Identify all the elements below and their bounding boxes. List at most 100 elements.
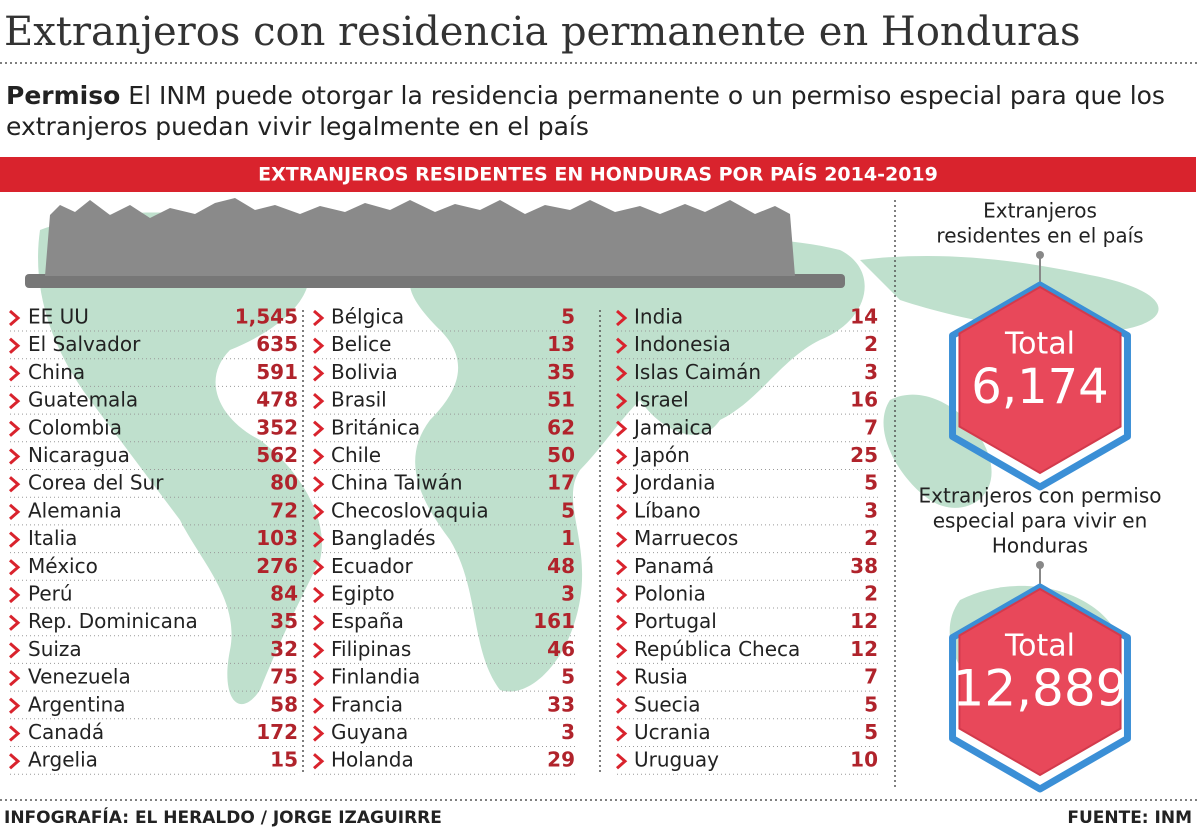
row-arrow [9, 420, 21, 437]
row-arrow [9, 476, 21, 493]
country-name: Holanda [331, 748, 414, 772]
country-value: 38 [850, 554, 878, 578]
title: Extranjeros con residencia permanente en… [4, 9, 1081, 55]
country-value: 1 [561, 526, 575, 550]
country-value: 72 [270, 498, 298, 522]
country-name: República Checa [634, 637, 800, 661]
country-name: Nicaragua [28, 443, 130, 467]
row-arrow [616, 476, 628, 493]
country-value: 5 [561, 305, 575, 329]
country-value: 352 [256, 415, 298, 439]
country-value: 32 [270, 637, 298, 661]
country-value: 15 [270, 748, 298, 772]
country-name: Belice [331, 332, 391, 356]
row-arrow [9, 365, 21, 382]
country-value: 12 [850, 609, 878, 633]
banner-text: EXTRANJEROS RESIDENTES EN HONDURAS POR P… [258, 163, 938, 186]
country-value: 51 [547, 388, 575, 412]
country-name: Islas Caimán [634, 360, 761, 384]
country-name: Filipinas [331, 637, 411, 661]
connector-dot [1036, 561, 1044, 569]
country-name: Perú [28, 582, 73, 606]
row-arrow [313, 365, 325, 382]
country-value: 16 [850, 388, 878, 412]
country-name: India [634, 305, 683, 329]
country-value: 7 [864, 415, 878, 439]
country-name: Líbano [634, 498, 701, 522]
total-label: Honduras [992, 534, 1088, 558]
country-value: 7 [864, 665, 878, 689]
country-name: Italia [28, 526, 77, 550]
country-name: Portugal [634, 609, 717, 633]
row-arrow [313, 753, 325, 770]
row-arrow [616, 725, 628, 742]
country-value: 2 [864, 582, 878, 606]
total-label: Extranjeros con permiso [919, 484, 1162, 508]
country-name: Alemania [28, 498, 122, 522]
country-value: 103 [256, 526, 298, 550]
country-value: 3 [864, 360, 878, 384]
lead-bold: Permiso [6, 81, 120, 110]
country-value: 14 [850, 305, 878, 329]
country-value: 172 [256, 720, 298, 744]
country-value: 29 [547, 748, 575, 772]
total-label: Extranjeros [983, 199, 1097, 223]
country-value: 5 [864, 720, 878, 744]
row-arrow [9, 448, 21, 465]
row-arrow [9, 337, 21, 354]
country-value: 2 [864, 332, 878, 356]
country-name: Ucrania [634, 720, 711, 744]
total-word: Total [1004, 327, 1075, 362]
country-value: 635 [256, 332, 298, 356]
row-arrow [313, 669, 325, 687]
country-value: 3 [864, 498, 878, 522]
country-name: Argelia [28, 748, 98, 772]
country-value: 562 [256, 443, 298, 467]
country-name: Polonia [634, 582, 706, 606]
country-value: 5 [864, 471, 878, 495]
row-arrow [9, 697, 21, 714]
lead-line: extranjeros puedan vivir legalmente en e… [6, 112, 589, 141]
country-rows: EE UU 1,545 El Salvador 635 China 591 Guatemal… [9, 305, 878, 775]
row-arrow [616, 642, 628, 659]
country-value: 161 [533, 609, 575, 633]
country-value: 35 [547, 360, 575, 384]
country-name: China [28, 360, 85, 384]
hexagon-outline [949, 583, 1131, 793]
country-value: 50 [547, 443, 575, 467]
country-name: Suecia [634, 692, 700, 716]
country-value: 33 [547, 692, 575, 716]
country-name: Bangladés [331, 526, 436, 550]
row-arrow [616, 337, 628, 354]
row-arrow [616, 420, 628, 437]
country-value: 5 [561, 665, 575, 689]
total-label: residentes en el país [936, 224, 1143, 248]
country-name: Israel [634, 388, 689, 412]
country-name: Canadá [28, 720, 104, 744]
country-name: China Taiwán [331, 471, 463, 495]
row-arrow [313, 614, 325, 631]
country-value: 80 [270, 471, 298, 495]
country-value: 10 [850, 748, 878, 772]
row-arrow [313, 337, 325, 354]
country-name: Argentina [28, 692, 126, 716]
total-value: 12,889 [953, 660, 1128, 718]
credit: INFOGRAFÍA: EL HERALDO / JORGE IZAGUIRRE [4, 806, 442, 828]
row-arrow [313, 531, 325, 548]
country-name: España [331, 609, 404, 633]
row-arrow [313, 559, 325, 576]
row-arrow [313, 725, 325, 742]
country-name: Guyana [331, 720, 408, 744]
country-name: Venezuela [28, 665, 131, 689]
country-value: 5 [561, 498, 575, 522]
country-name: Jordania [632, 471, 715, 495]
country-value: 13 [547, 332, 575, 356]
hexagon [958, 587, 1122, 777]
country-value: 3 [561, 582, 575, 606]
country-name: Panamá [634, 554, 714, 578]
row-arrow [9, 725, 21, 742]
country-name: Indonesia [634, 332, 731, 356]
country-name: Japón [632, 443, 690, 467]
country-value: 591 [256, 360, 298, 384]
row-arrow [616, 669, 628, 687]
